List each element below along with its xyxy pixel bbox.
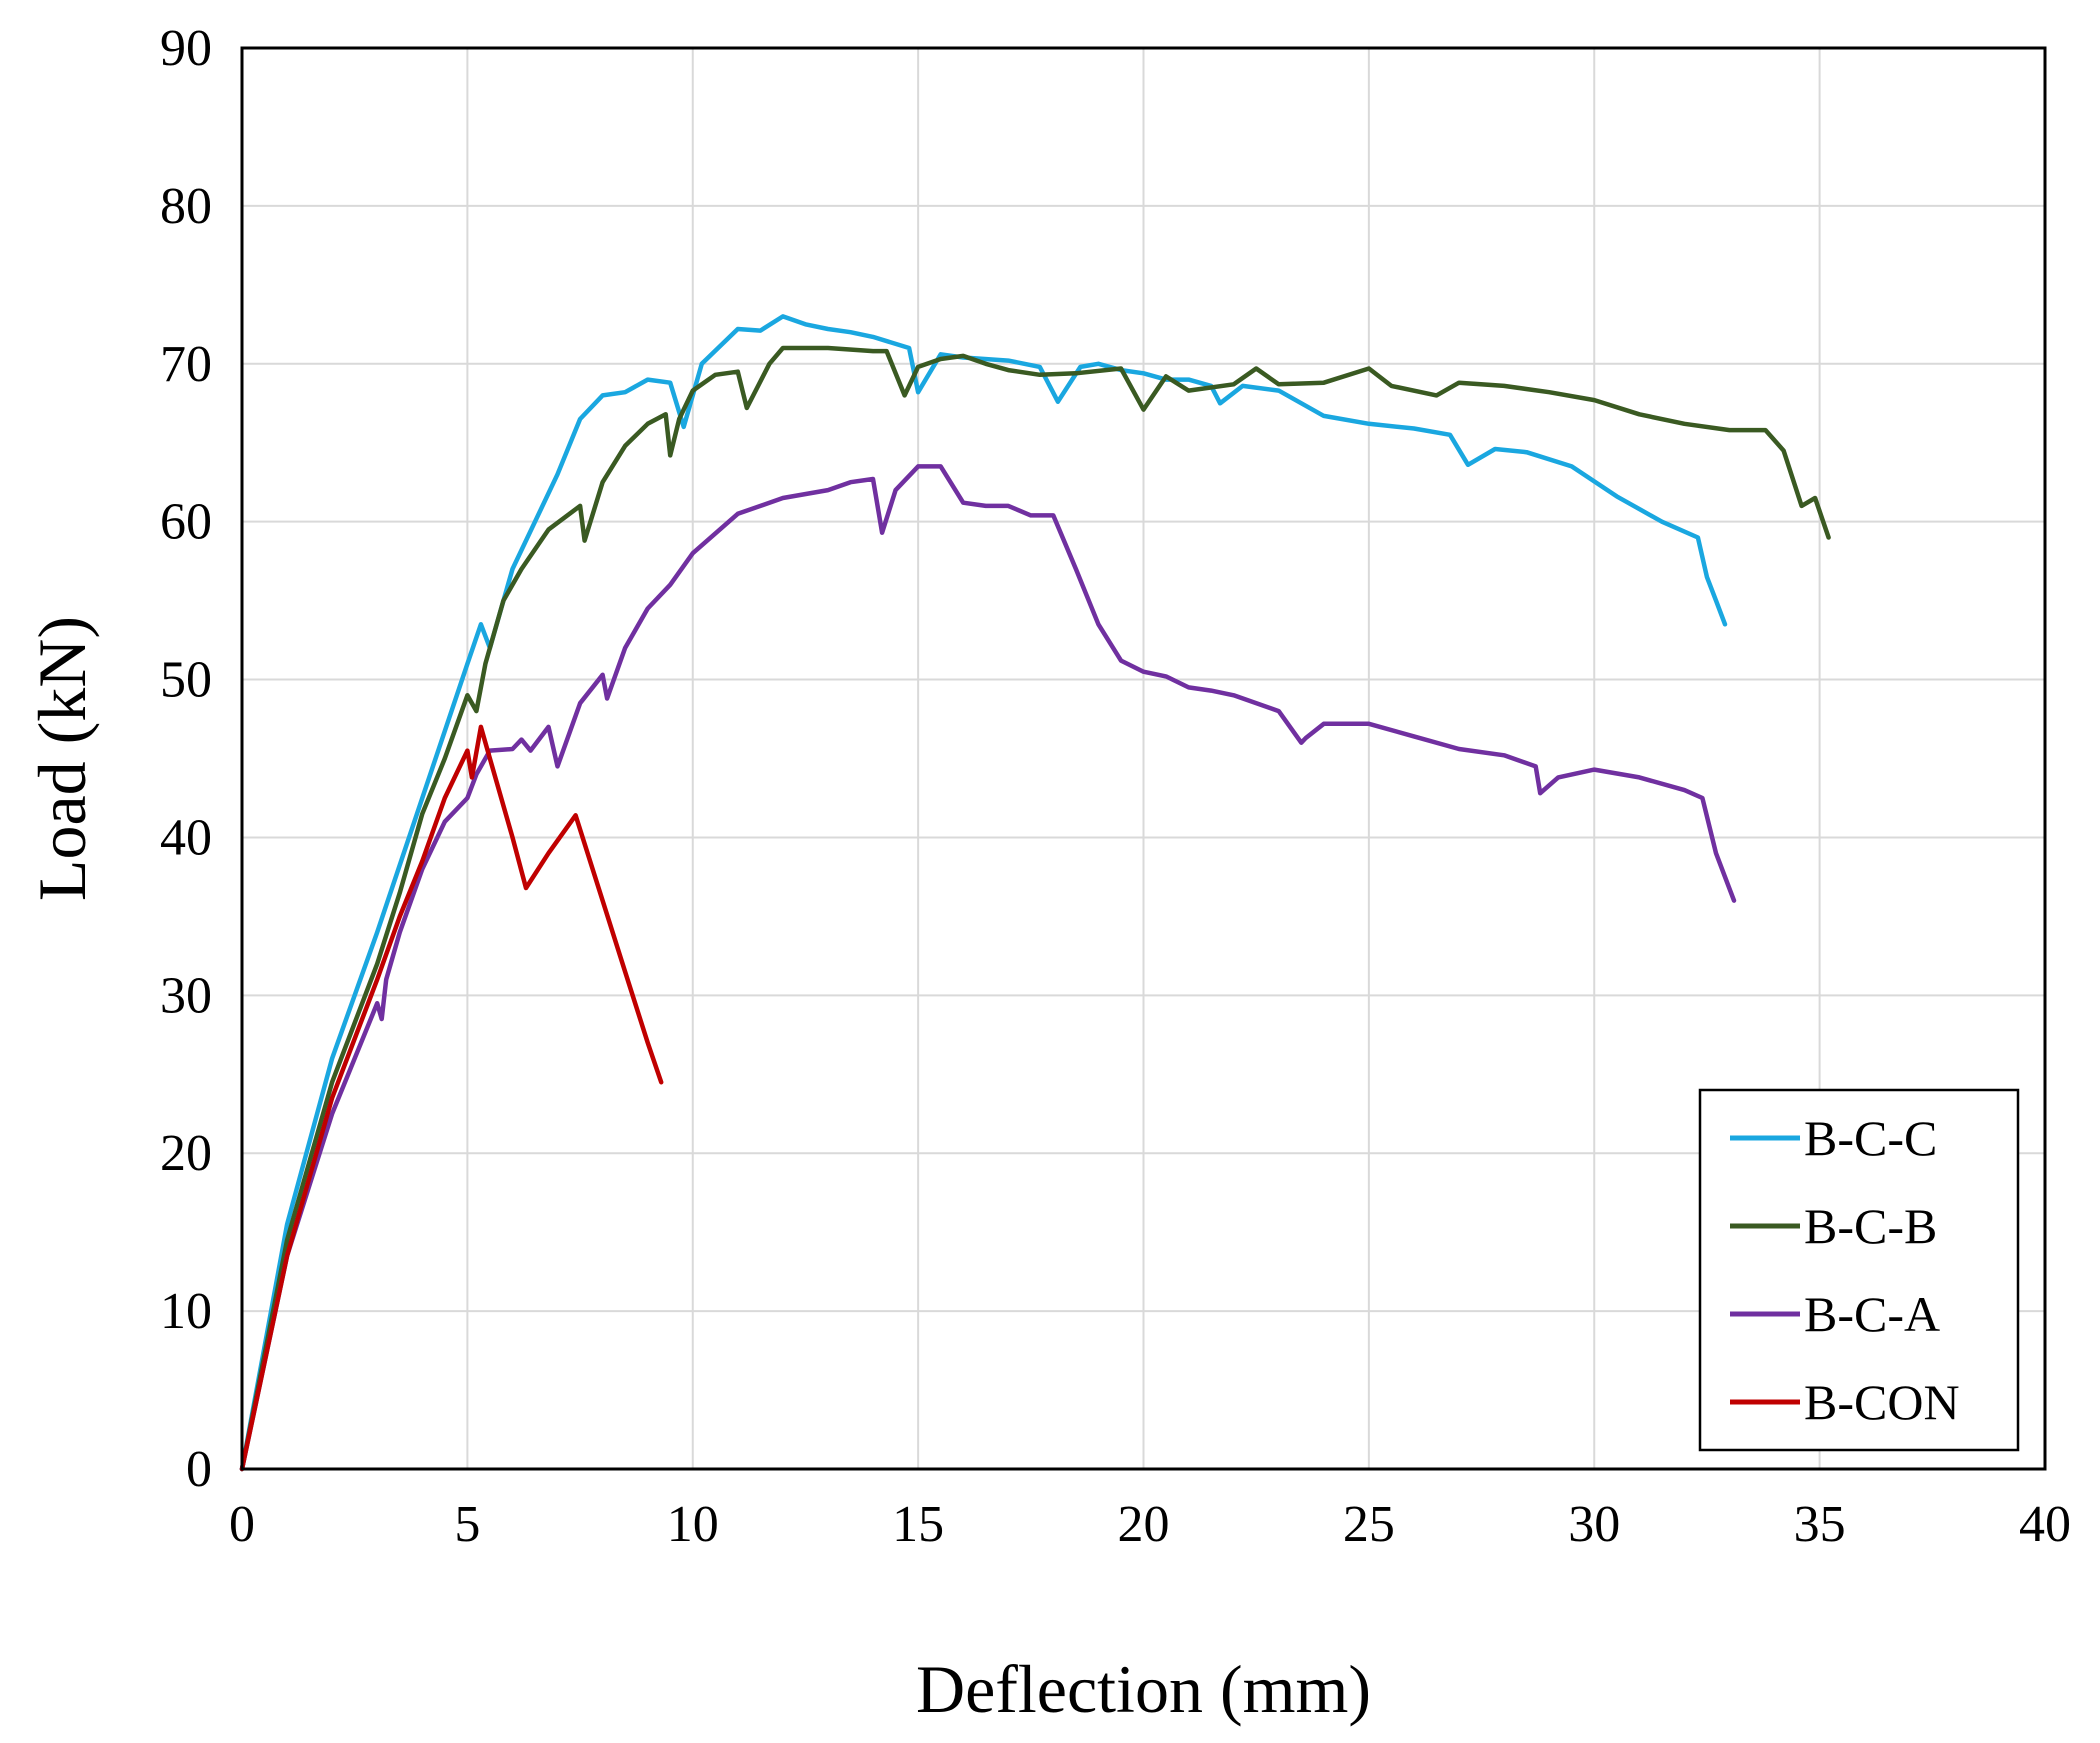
- series-line-b-con: [239, 724, 664, 1472]
- y-tick-label: 40: [160, 809, 212, 866]
- y-tick-label: 60: [160, 494, 212, 551]
- series-line-b-c-a: [239, 464, 1737, 1472]
- series-layer: [239, 314, 1831, 1472]
- y-tick-label: 50: [160, 652, 212, 709]
- y-tick-label: 30: [160, 967, 212, 1024]
- y-axis-title: Load (kN): [24, 616, 100, 901]
- x-tick-label: 15: [892, 1496, 944, 1553]
- x-tick-label: 0: [229, 1496, 255, 1553]
- y-tick-label: 70: [160, 336, 212, 393]
- x-tick-label: 35: [1794, 1496, 1846, 1553]
- legend-label-b-con: B-CON: [1804, 1374, 1960, 1430]
- x-tick-label: 20: [1118, 1496, 1170, 1553]
- y-tick-label: 10: [160, 1283, 212, 1340]
- x-tick-label: 5: [454, 1496, 480, 1553]
- x-tick-label: 40: [2019, 1496, 2071, 1553]
- y-tick-label: 90: [160, 20, 212, 77]
- series-line-b-c-b: [239, 345, 1831, 1472]
- y-tick-label: 0: [186, 1441, 212, 1498]
- x-tick-label: 10: [667, 1496, 719, 1553]
- x-axis-ticks: 0 5 10 15 20 25 30 35 40: [229, 1496, 2071, 1553]
- y-tick-label: 80: [160, 178, 212, 235]
- legend-label-b-c-c: B-C-C: [1804, 1110, 1937, 1166]
- legend-box: [1698, 1088, 2020, 1452]
- legend-label-b-c-b: B-C-B: [1804, 1198, 1937, 1254]
- x-tick-label: 30: [1568, 1496, 1620, 1553]
- legend: B-C-C B-C-B B-C-A B-CON: [1698, 1088, 2020, 1452]
- plot-area-frame: [240, 46, 2047, 1471]
- x-tick-label: 25: [1343, 1496, 1395, 1553]
- x-axis-title: Deflection (mm): [916, 1651, 1371, 1727]
- gridlines: [242, 48, 2045, 1469]
- legend-label-b-c-a: B-C-A: [1804, 1286, 1940, 1342]
- y-tick-label: 20: [160, 1125, 212, 1182]
- y-axis-ticks: 0 10 20 30 40 50 60 70 80 90: [160, 20, 212, 1498]
